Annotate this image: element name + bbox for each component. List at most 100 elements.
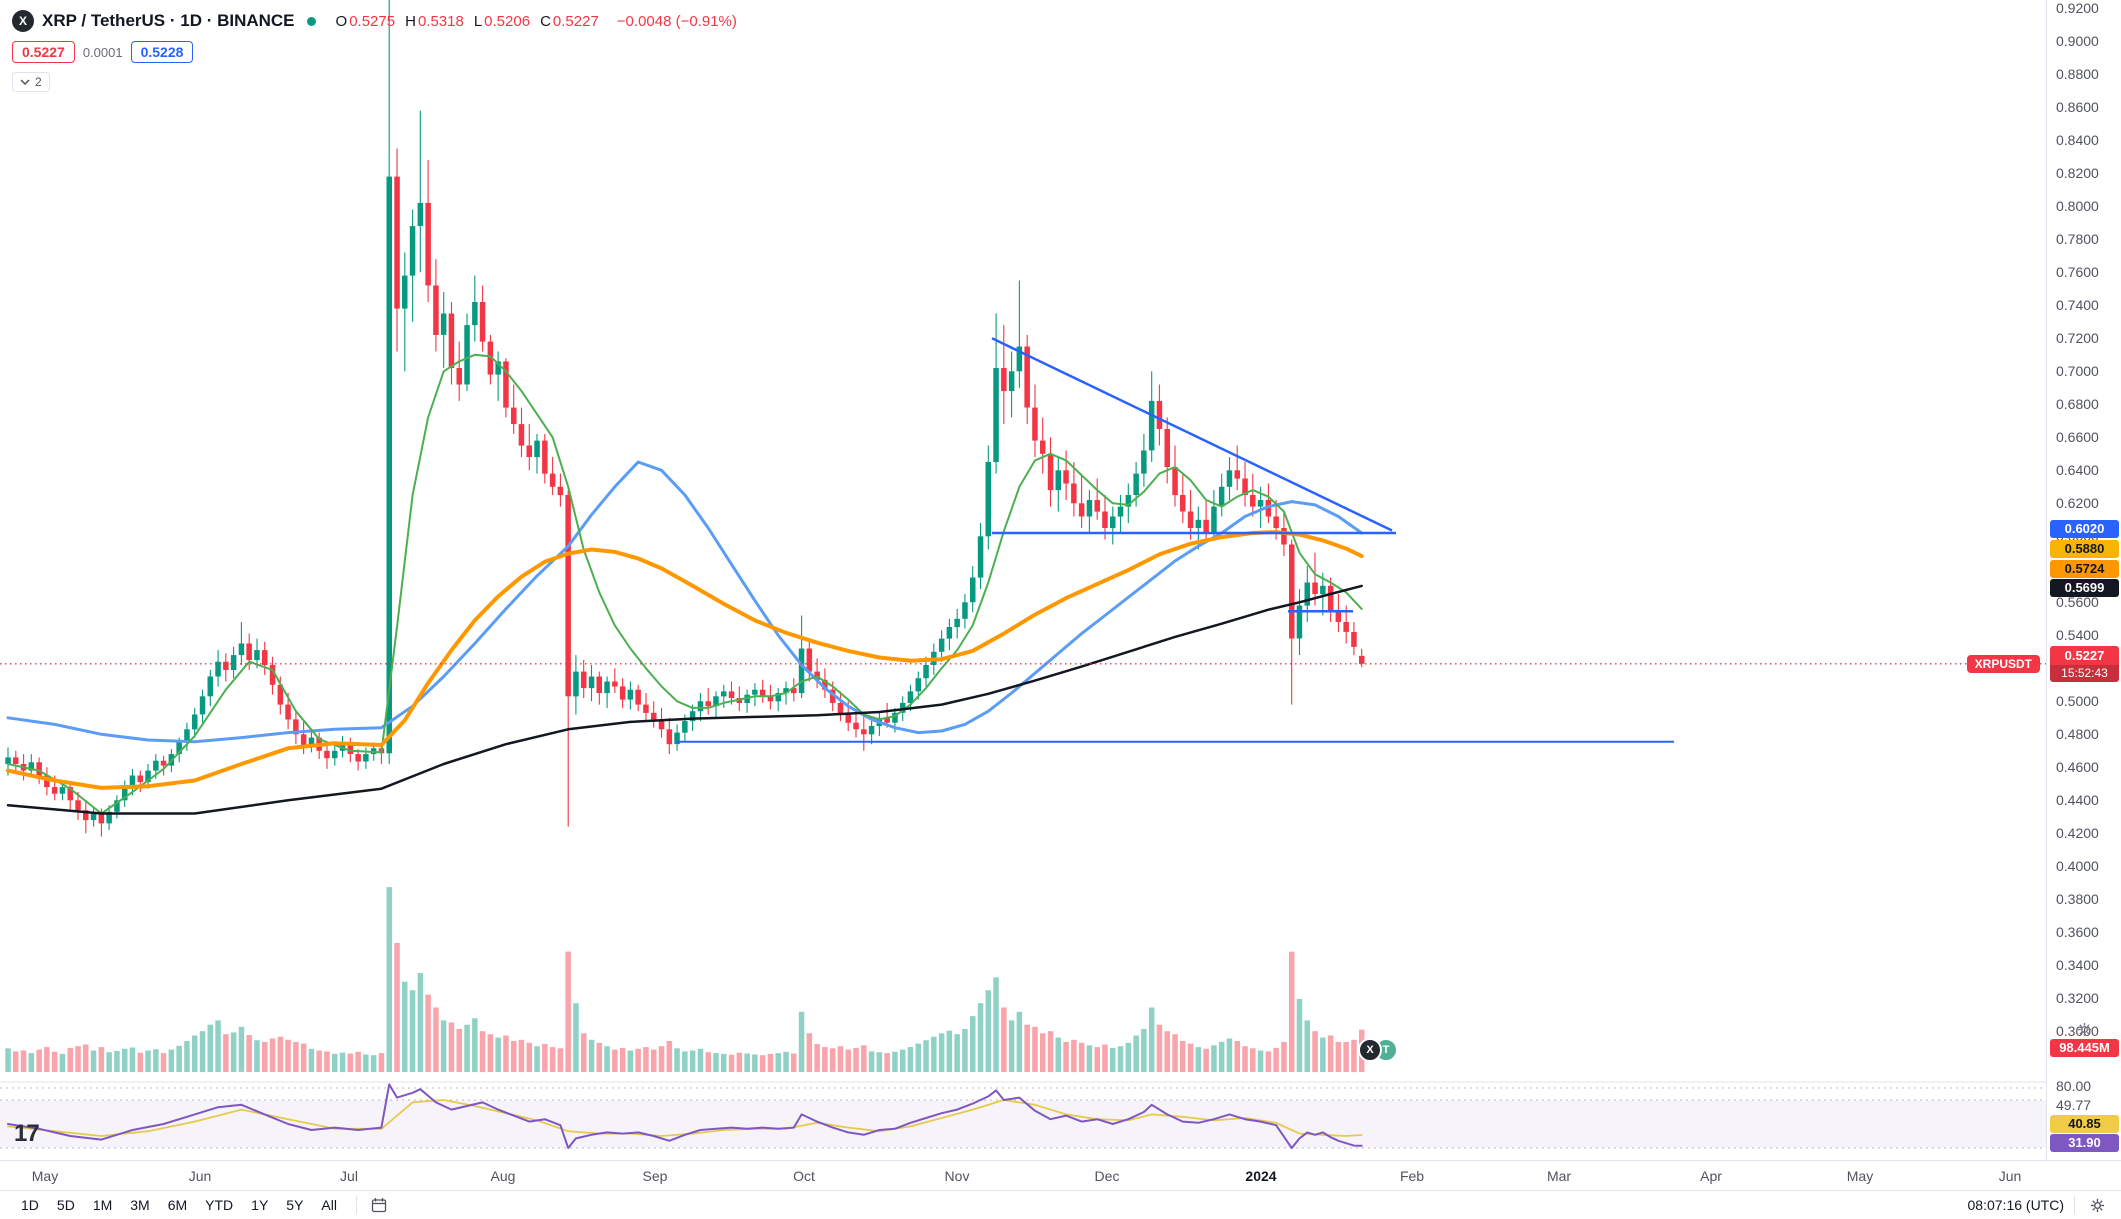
bottom-toolbar: 1D 5D 1M 3M 6M YTD 1Y 5Y All 08:07:16 (UTC) bbox=[0, 1190, 2121, 1219]
range-button-1y[interactable]: 1Y bbox=[251, 1197, 269, 1213]
ma-blue-line bbox=[6, 460, 1364, 744]
current-price-value: 0.5227 bbox=[2050, 646, 2119, 665]
price-axis-badge: 0.5724 bbox=[2050, 560, 2119, 578]
range-button-ytd[interactable]: YTD bbox=[205, 1197, 234, 1213]
rsi-value-badge: 31.90 bbox=[2050, 1134, 2119, 1152]
rsi-value-badge: 40.85 bbox=[2050, 1115, 2119, 1133]
time-axis-label: May bbox=[1846, 1168, 1874, 1184]
time-axis-label: May bbox=[31, 1168, 59, 1184]
chart-legend: X XRP / TetherUS · 1D · BINANCE O 0.5275 H… bbox=[12, 8, 737, 92]
price-axis-label: 0.9000 bbox=[2054, 33, 2101, 50]
time-axis-label: Jun bbox=[188, 1168, 212, 1184]
price-axis-badge: 0.5880 bbox=[2050, 540, 2119, 558]
rsi-line bbox=[7, 1083, 1363, 1149]
price-axis-label: 0.6600 bbox=[2054, 429, 2101, 446]
price-axis-label: 0.5400 bbox=[2054, 627, 2101, 644]
price-axis-label: 0.3800 bbox=[2054, 891, 2101, 908]
price-axis-label: 0.9200 bbox=[2054, 0, 2101, 17]
price-axis-label: 0.4200 bbox=[2054, 825, 2101, 842]
chart-region: X XRP / TetherUS · 1D · BINANCE O 0.5275 H… bbox=[0, 0, 2046, 1160]
symbol-title[interactable]: XRP / TetherUS · 1D · BINANCE bbox=[42, 11, 295, 30]
market-status-dot bbox=[306, 16, 316, 26]
range-button-3m[interactable]: 3M bbox=[130, 1197, 150, 1213]
chevron-down-icon bbox=[20, 79, 30, 85]
price-axis-label: 0.7200 bbox=[2054, 330, 2101, 347]
time-axis-label: Oct bbox=[793, 1168, 815, 1184]
price-axis-label: 0.8400 bbox=[2054, 132, 2101, 149]
symbol-header: X XRP / TetherUS · 1D · BINANCE O 0.5275 H… bbox=[12, 8, 737, 34]
price-axis-label: 0.6400 bbox=[2054, 462, 2101, 479]
buy-price-button[interactable]: 0.5228 bbox=[130, 41, 194, 63]
price-axis-label: 0.4400 bbox=[2054, 792, 2101, 809]
ema-green-line bbox=[7, 353, 1363, 815]
range-buttons: 1D 5D 1M 3M 6M YTD 1Y 5Y All bbox=[12, 1195, 346, 1215]
price-axis-badge: 0.5699 bbox=[2050, 579, 2119, 597]
xrp-coin-icon: X bbox=[1358, 1038, 1382, 1062]
toolbar-divider bbox=[355, 1196, 357, 1214]
price-axis-label: 0.5600 bbox=[2054, 594, 2101, 611]
collapse-indicators-button[interactable]: 2 bbox=[12, 72, 50, 92]
ohlc-value: 0.5318 bbox=[417, 12, 464, 30]
bar-countdown: 15:52:43 bbox=[2050, 665, 2119, 682]
timezone-clock[interactable]: 08:07:16 (UTC) bbox=[1967, 1197, 2064, 1213]
time-axis[interactable]: May Jun Jul Aug Sep Oct Nov Dec 2024 Feb Mar Apr May… bbox=[0, 1160, 2121, 1191]
ohlc-label: O bbox=[335, 12, 348, 30]
range-button-5y[interactable]: 5Y bbox=[286, 1197, 304, 1213]
xrp-logo-icon: X bbox=[12, 10, 34, 32]
time-axis-label: Jul bbox=[340, 1168, 358, 1184]
price-axis-label: 0.3400 bbox=[2054, 957, 2101, 974]
ohlc-label: L bbox=[473, 12, 483, 30]
price-axis-label: 0.7000 bbox=[2054, 363, 2101, 380]
time-axis-label: 2024 bbox=[1245, 1168, 1277, 1184]
toolbar-divider-right bbox=[2074, 1196, 2075, 1214]
price-axis-label: 0.3600 bbox=[2054, 924, 2101, 941]
volume-bars bbox=[5, 887, 1365, 1073]
trendline-drawing[interactable] bbox=[991, 337, 1393, 532]
price-axis-label: 0.7800 bbox=[2054, 231, 2101, 248]
price-axis-label: 0.8000 bbox=[2054, 198, 2101, 215]
rsi-axis-label: 80.00 bbox=[2054, 1078, 2094, 1094]
price-axis-label: 0.7400 bbox=[2054, 297, 2101, 314]
range-button-6m[interactable]: 6M bbox=[167, 1197, 188, 1213]
ma-orange-line bbox=[6, 530, 1364, 790]
ohlc-value: 0.5206 bbox=[484, 12, 531, 30]
indicator-collapse-row: 2 bbox=[12, 72, 737, 92]
current-price-symbol-tag: XRPUSDT bbox=[1966, 655, 2040, 673]
time-axis-label: Aug bbox=[490, 1168, 516, 1184]
timezone-settings-gear-icon[interactable] bbox=[2085, 1193, 2109, 1217]
price-axis-label: 0.4600 bbox=[2054, 759, 2101, 776]
ohlc-value: 0.5227 bbox=[552, 12, 599, 30]
time-axis-label: Sep bbox=[642, 1168, 668, 1184]
range-button-1d[interactable]: 1D bbox=[21, 1197, 39, 1213]
price-axis-label: 0.7600 bbox=[2054, 264, 2101, 281]
range-button-5d[interactable]: 5D bbox=[56, 1197, 75, 1213]
bid-ask-row: 0.5227 0.0001 0.5228 bbox=[12, 41, 737, 63]
current-price-badge: 0.5227 15:52:43 bbox=[2050, 646, 2119, 682]
time-axis-label: Feb bbox=[1399, 1168, 1425, 1184]
price-axis-label: 0.6800 bbox=[2054, 396, 2101, 413]
price-axis-label: 0.3000 bbox=[2054, 1023, 2101, 1040]
sell-price-button[interactable]: 0.5227 bbox=[12, 41, 75, 63]
price-axis-label: 0.8200 bbox=[2054, 165, 2101, 182]
price-axis-label: 0.8600 bbox=[2054, 99, 2101, 116]
time-axis-label: Nov bbox=[944, 1168, 970, 1184]
chart-canvas[interactable] bbox=[0, 0, 2046, 1160]
time-axis-label: Apr bbox=[1700, 1168, 1722, 1184]
symbol-logo-badge: X T bbox=[1358, 1038, 1398, 1062]
range-button-1m[interactable]: 1M bbox=[92, 1197, 113, 1213]
tradingview-logo-watermark: 17 bbox=[14, 1120, 40, 1147]
time-axis-label: Mar bbox=[1546, 1168, 1572, 1184]
ma-black-line bbox=[6, 584, 1363, 815]
price-scale-gear-icon[interactable] bbox=[2077, 1022, 2092, 1042]
price-change: −0.0048 (−0.91%) bbox=[616, 12, 737, 30]
calendar-icon bbox=[371, 1198, 387, 1213]
ohlc-values: O 0.5275 H 0.5318 L 0.5206 C 0.5227 bbox=[328, 13, 599, 30]
time-axis-label: Jun bbox=[1998, 1168, 2022, 1184]
price-axis[interactable]: XRPUSDT 0.5227 15:52:43 0.9200 0.9000 0.88… bbox=[1966, 0, 2121, 1160]
go-to-date-button[interactable] bbox=[367, 1193, 391, 1217]
range-button-all[interactable]: All bbox=[321, 1197, 337, 1213]
price-axis-label: 0.5000 bbox=[2054, 693, 2101, 710]
price-axis-label: 0.3200 bbox=[2054, 990, 2101, 1007]
price-axis-label: 0.4000 bbox=[2054, 858, 2101, 875]
